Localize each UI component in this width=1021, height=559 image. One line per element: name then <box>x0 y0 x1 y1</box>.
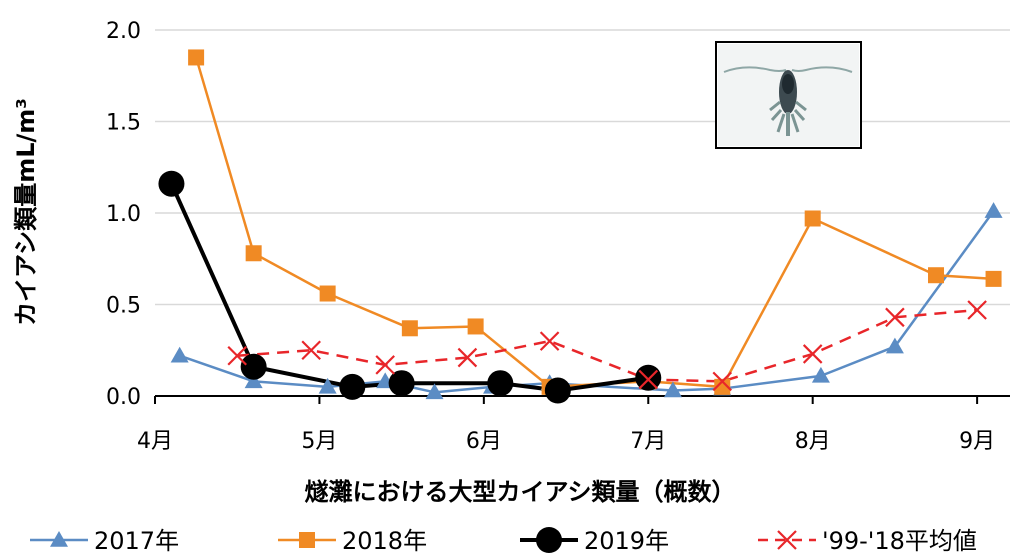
data-point-series-3 <box>539 331 560 351</box>
data-point-series-0 <box>984 202 1003 218</box>
series-lines <box>169 57 995 394</box>
legend-marker-1 <box>299 532 315 548</box>
data-point-series-1 <box>928 267 945 284</box>
data-point-series-0 <box>170 346 189 363</box>
data-point-series-1 <box>985 270 1002 287</box>
data-point-series-0 <box>663 381 682 398</box>
x-tick-label: 8月 <box>795 429 831 454</box>
legend-marker-0 <box>50 531 68 547</box>
y-tick-label: 2.0 <box>106 19 141 44</box>
legend-marker-2 <box>536 527 562 553</box>
data-point-series-1 <box>245 245 262 262</box>
data-point-series-3 <box>967 300 987 320</box>
data-point-series-0 <box>244 372 263 389</box>
legend-label: 2019年 <box>584 527 669 555</box>
legend-label: '99-'18平均値 <box>822 527 977 555</box>
copepod-photo-icon <box>715 41 862 149</box>
x-tick-label: 6月 <box>466 429 502 454</box>
data-point-series-1 <box>319 285 336 302</box>
x-tick-label: 7月 <box>630 429 666 454</box>
series-line-0 <box>179 210 995 394</box>
data-point-series-0 <box>425 383 444 400</box>
x-tick-label: 9月 <box>959 429 995 454</box>
data-point-series-3 <box>638 369 659 390</box>
series-line-3 <box>237 308 978 383</box>
data-point-series-0 <box>811 366 830 383</box>
data-point-series-2 <box>388 370 415 397</box>
y-tick-labels: 0.0 0.5 1.0 1.5 2.0 <box>106 19 141 410</box>
axes <box>154 395 1010 404</box>
data-point-series-0 <box>885 337 904 354</box>
data-point-series-2 <box>635 364 662 391</box>
data-point-series-2 <box>339 373 366 400</box>
data-point-series-2 <box>158 170 185 197</box>
data-point-series-1 <box>467 318 484 335</box>
legend-label: 2018年 <box>342 527 427 555</box>
data-point-series-3 <box>712 371 733 392</box>
data-point-series-1 <box>188 49 205 66</box>
data-point-series-2 <box>544 377 571 404</box>
x-tick-label: 4月 <box>137 429 173 454</box>
legend: 2017年 2018年 2019年 '99-'18平均値 <box>30 527 977 555</box>
data-point-series-3 <box>802 344 823 364</box>
gridlines <box>155 29 1010 306</box>
data-point-series-1 <box>714 378 731 395</box>
x-tick-label: 5月 <box>301 429 337 454</box>
y-tick-label: 0.5 <box>106 294 141 319</box>
x-axis-title: 燧灘における大型カイアシ類量（概数） <box>304 478 735 506</box>
x-tick-labels: 4月 5月 6月 7月 8月 9月 <box>137 429 995 454</box>
series-markers <box>158 49 1003 404</box>
data-point-series-3 <box>885 307 905 328</box>
legend-marker-3 <box>777 530 797 550</box>
data-point-series-3 <box>227 345 247 366</box>
data-point-series-3 <box>375 355 395 375</box>
data-point-series-2 <box>487 370 514 397</box>
y-tick-label: 0.0 <box>106 385 141 410</box>
data-point-series-0 <box>318 377 337 394</box>
data-point-series-3 <box>457 347 478 368</box>
data-point-series-1 <box>401 320 418 337</box>
legend-label: 2017年 <box>94 527 179 555</box>
y-tick-label: 1.0 <box>106 202 141 227</box>
data-point-series-1 <box>804 210 821 227</box>
data-point-series-2 <box>240 353 267 380</box>
y-axis-title: カイアシ類量mL/m³ <box>12 98 40 326</box>
y-tick-label: 1.5 <box>106 111 141 136</box>
data-point-series-3 <box>301 340 321 361</box>
series-line-1 <box>194 57 994 389</box>
